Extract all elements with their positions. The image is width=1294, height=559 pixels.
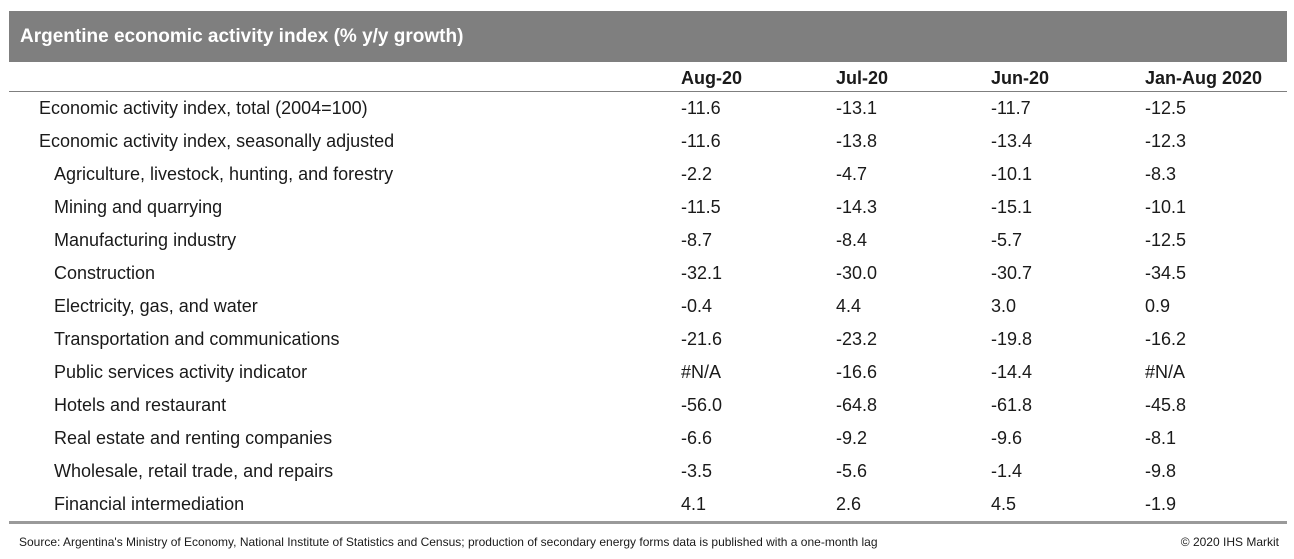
table-cell: -11.6 bbox=[681, 131, 721, 151]
table-cell: -10.1 bbox=[1145, 197, 1187, 217]
table-cell: -21.6 bbox=[681, 329, 723, 349]
table-cell: 4.1 bbox=[681, 488, 836, 524]
table-cell: -19.8 bbox=[991, 329, 1033, 349]
table-cell: -64.8 bbox=[836, 395, 878, 415]
table-cell: -8.3 bbox=[1145, 164, 1177, 184]
table-cell: 4.4 bbox=[836, 296, 862, 316]
row-label: Transportation and communications bbox=[54, 329, 340, 349]
table-cell: -14.4 bbox=[991, 362, 1033, 382]
table-cell: -16.6 bbox=[836, 362, 878, 382]
table-body: Economic activity index, total (2004=100… bbox=[9, 92, 1287, 524]
table-cell: -0.4 bbox=[681, 296, 713, 316]
table-cell: -11.5 bbox=[681, 197, 721, 217]
column-header: Jun-20 bbox=[991, 62, 1145, 92]
table-cell: -61.8 bbox=[991, 395, 1033, 415]
row-label: Hotels and restaurant bbox=[54, 395, 227, 415]
table-cell: -34.5 bbox=[1145, 263, 1187, 283]
row-label: Wholesale, retail trade, and repairs bbox=[54, 461, 334, 481]
table-cell: -6.6 bbox=[681, 428, 713, 448]
table-row: Construction -32.1 -30.0 -30.7 -34.5 bbox=[9, 257, 1287, 290]
row-label: Agriculture, livestock, hunting, and for… bbox=[54, 164, 394, 184]
table-row: Wholesale, retail trade, and repairs -3.5… bbox=[9, 455, 1287, 488]
table-row: Manufacturing industry -8.7 -8.4 -5.7 -12.5 bbox=[9, 224, 1287, 257]
row-label: Real estate and renting companies bbox=[54, 428, 333, 448]
table-row: Hotels and restaurant -56.0 -64.8 -61.8 -45.… bbox=[9, 389, 1287, 422]
table-cell: -23.2 bbox=[836, 329, 878, 349]
table-cell: -5.6 bbox=[836, 461, 868, 481]
table-cell: 3.0 bbox=[991, 296, 1017, 316]
table-cell: -13.1 bbox=[836, 98, 878, 118]
table-cell: -8.7 bbox=[681, 230, 713, 250]
row-label: Electricity, gas, and water bbox=[54, 296, 258, 316]
row-label: Economic activity index, seasonally adju… bbox=[39, 131, 395, 151]
table-row: Agriculture, livestock, hunting, and for… bbox=[9, 158, 1287, 191]
table-cell: -4.7 bbox=[836, 164, 868, 184]
table-cell: -3.5 bbox=[681, 461, 713, 481]
table-cell: -14.3 bbox=[836, 197, 878, 217]
table-panel: Argentine economic activity index (% y/y… bbox=[9, 11, 1287, 524]
table-cell: -16.2 bbox=[1145, 329, 1187, 349]
table-cell: -2.2 bbox=[681, 164, 713, 184]
table-cell: -11.6 bbox=[681, 98, 721, 118]
table-cell: -1.9 bbox=[1145, 488, 1287, 524]
table-cell: -10.1 bbox=[991, 164, 1033, 184]
table-cell: -56.0 bbox=[681, 395, 723, 415]
table-cell: -1.4 bbox=[991, 461, 1023, 481]
table-cell: -5.7 bbox=[991, 230, 1023, 250]
table-row: Financial intermediation 4.1 2.6 4.5 -1.9 bbox=[9, 488, 1287, 524]
table-row: Electricity, gas, and water -0.4 4.4 3.0 0.9 bbox=[9, 290, 1287, 323]
table-cell: -32.1 bbox=[681, 263, 723, 283]
table-cell: -30.0 bbox=[836, 263, 878, 283]
source-note: Source: Argentina's Ministry of Economy,… bbox=[19, 535, 878, 549]
data-table: Aug-20 Jul-20 Jun-20 Jan-Aug 2020 Econom… bbox=[9, 62, 1287, 524]
column-header: Jul-20 bbox=[836, 62, 991, 92]
column-header: Aug-20 bbox=[681, 62, 836, 92]
table-cell: 0.9 bbox=[1145, 296, 1171, 316]
table-row: Mining and quarrying -11.5 -14.3 -15.1 -10.1 bbox=[9, 191, 1287, 224]
table-cell: 4.5 bbox=[991, 488, 1145, 524]
table-cell: -9.6 bbox=[991, 428, 1023, 448]
row-label: Mining and quarrying bbox=[54, 197, 223, 217]
table-cell: -45.8 bbox=[1145, 395, 1187, 415]
table-cell: #N/A bbox=[1145, 362, 1186, 382]
copyright: © 2020 IHS Markit bbox=[1180, 535, 1279, 549]
row-label: Financial intermediation bbox=[9, 488, 681, 524]
table-cell: -13.8 bbox=[836, 131, 878, 151]
row-label: Manufacturing industry bbox=[54, 230, 237, 250]
table-row: Real estate and renting companies -6.6 -9.… bbox=[9, 422, 1287, 455]
table-cell: -8.1 bbox=[1145, 428, 1177, 448]
header-label-spacer bbox=[9, 62, 681, 92]
table-cell: -12.3 bbox=[1145, 131, 1187, 151]
table-cell: -15.1 bbox=[991, 197, 1033, 217]
table-cell: -11.7 bbox=[991, 98, 1031, 118]
table-cell: -12.5 bbox=[1145, 230, 1187, 250]
header-row: Aug-20 Jul-20 Jun-20 Jan-Aug 2020 bbox=[9, 62, 1287, 92]
table-row: Economic activity index, total (2004=100… bbox=[9, 92, 1287, 126]
table-cell: #N/A bbox=[681, 362, 722, 382]
table-title: Argentine economic activity index (% y/y… bbox=[9, 11, 1287, 62]
table-row: Economic activity index, seasonally adju… bbox=[9, 125, 1287, 158]
row-label: Economic activity index, total (2004=100… bbox=[39, 98, 368, 118]
footer: Source: Argentina's Ministry of Economy,… bbox=[19, 535, 1279, 549]
row-label: Construction bbox=[54, 263, 156, 283]
row-label: Public services activity indicator bbox=[54, 362, 308, 382]
table-cell: -30.7 bbox=[991, 263, 1033, 283]
table-cell: -12.5 bbox=[1145, 98, 1187, 118]
table-cell: 2.6 bbox=[836, 488, 991, 524]
table-cell: -13.4 bbox=[991, 131, 1033, 151]
table-row: Public services activity indicator #N/A -1… bbox=[9, 356, 1287, 389]
table-cell: -9.2 bbox=[836, 428, 868, 448]
table-row: Transportation and communications -21.6 -2… bbox=[9, 323, 1287, 356]
table-cell: -9.8 bbox=[1145, 461, 1177, 481]
column-header: Jan-Aug 2020 bbox=[1145, 62, 1287, 92]
table-cell: -8.4 bbox=[836, 230, 868, 250]
